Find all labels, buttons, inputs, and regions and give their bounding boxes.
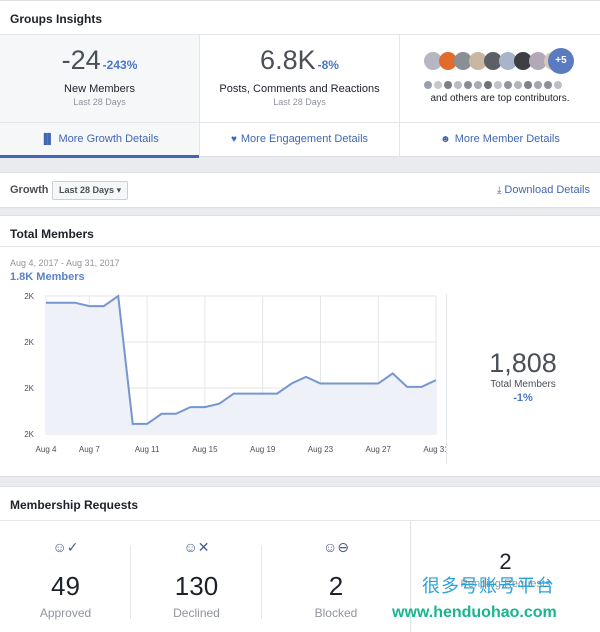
series-line	[46, 294, 437, 425]
x-tick-label: Aug 15	[192, 445, 218, 454]
blocked-stat: ☺⊖ 2 Blocked	[262, 521, 410, 632]
more-member-details-link[interactable]: ☻ More Member Details	[400, 122, 600, 158]
insights-title: Groups Insights	[10, 12, 103, 26]
new-members-delta: -243%	[102, 58, 138, 72]
approved-value: 49	[51, 571, 80, 601]
y-tick-label: 2K	[24, 384, 34, 393]
declined-label: Declined	[173, 606, 220, 620]
y-tick-label: 2K	[24, 338, 34, 347]
avatar[interactable]	[469, 52, 487, 70]
people-icon: ☻	[440, 134, 451, 145]
avatar[interactable]	[499, 52, 517, 70]
bar-chart-icon: ▐▌	[40, 134, 55, 145]
avatar[interactable]	[514, 52, 532, 70]
contributors-text: and others are top contributors.	[430, 93, 570, 104]
avatar[interactable]	[454, 52, 472, 70]
series-area	[46, 296, 436, 434]
total-members-label: Total Members	[490, 379, 556, 390]
download-details-link[interactable]: ⤓ Download Details	[496, 184, 590, 196]
total-members-delta: -1%	[513, 392, 533, 404]
user-x-icon: ☺✕	[183, 539, 210, 555]
x-tick-label: Aug 7	[79, 445, 100, 454]
x-tick-label: Aug 31	[423, 445, 446, 454]
new-members-panel: -24 -243% New Members Last 28 Days ▐▌ More…	[0, 35, 200, 158]
chevron-down-icon: ▾	[116, 185, 122, 195]
more-contributors-badge[interactable]: +5	[548, 48, 574, 74]
total-members-value: 1,808	[489, 348, 557, 378]
user-check-icon: ☺✓	[52, 539, 79, 555]
user-block-icon: ☺⊖	[322, 539, 350, 555]
declined-value: 130	[174, 571, 219, 601]
contributor-avatars-small	[424, 81, 564, 89]
more-engagement-details-link[interactable]: ♥ More Engagement Details	[200, 122, 399, 158]
posts-label: Posts, Comments and Reactions	[219, 83, 380, 95]
new-members-label: New Members	[64, 83, 135, 95]
download-icon: ⤓	[496, 185, 502, 196]
x-tick-label: Aug 11	[135, 445, 160, 454]
watermark-url: www.henduohao.com	[392, 604, 557, 621]
blocked-label: Blocked	[314, 606, 358, 620]
x-tick-label: Aug 27	[366, 445, 392, 454]
total-members-card: Total Members Aug 4, 2017 - Aug 31, 2017…	[0, 215, 600, 477]
pending-label: Pending Requests	[460, 578, 551, 590]
y-tick-label: 2K	[24, 292, 34, 301]
x-tick-label: Aug 4	[36, 445, 57, 454]
more-growth-details-link[interactable]: ▐▌ More Growth Details	[0, 122, 199, 158]
posts-sub: Last 28 Days	[273, 97, 326, 107]
contributors-panel: +5 and others are top contributors. ☻ Mor…	[400, 35, 600, 158]
declined-stat: ☺✕ 130 Declined	[131, 521, 262, 632]
heart-pulse-icon: ♥	[230, 134, 237, 145]
watermark-text: 很多号账号平台	[422, 576, 555, 596]
posts-panel: 6.8K -8% Posts, Comments and Reactions La…	[200, 35, 400, 158]
avatar[interactable]	[439, 52, 457, 70]
avatar[interactable]	[484, 52, 502, 70]
x-tick-label: Aug 23	[308, 445, 334, 454]
x-tick-label: Aug 19	[250, 445, 276, 454]
insights-card: Groups Insights -24 -243% New Members Las…	[0, 0, 600, 158]
pending-value: 2	[499, 549, 512, 574]
growth-title: Growth	[10, 184, 49, 196]
date-range-dropdown[interactable]: Last 28 Days ▾	[52, 181, 129, 200]
posts-delta: -8%	[317, 58, 339, 72]
new-members-value: -24 -243%	[61, 45, 138, 75]
y-tick-label: 2K	[24, 430, 34, 439]
total-members-title: Total Members	[10, 227, 94, 241]
approved-stat: ☺✓ 49 Approved	[0, 521, 131, 632]
date-range-text: Aug 4, 2017 - Aug 31, 2017	[10, 258, 120, 268]
contributor-avatars[interactable]	[424, 49, 562, 75]
avatar[interactable]	[529, 52, 547, 70]
new-members-sub: Last 28 Days	[73, 97, 126, 107]
pending-requests-stat[interactable]: 2 Pending Requests	[410, 521, 600, 632]
members-count-label: 1.8K Members	[10, 271, 85, 283]
blocked-value: 2	[328, 571, 344, 601]
membership-requests-card: Membership Requests ☺✓ 49 Approved ☺✕ 13…	[0, 486, 600, 632]
growth-bar: Growth Last 28 Days ▾ ⤓ Download Details	[0, 172, 600, 208]
membership-requests-title: Membership Requests	[10, 498, 139, 512]
avatar[interactable]	[424, 52, 442, 70]
approved-label: Approved	[39, 606, 92, 620]
posts-value: 6.8K -8%	[260, 45, 339, 75]
